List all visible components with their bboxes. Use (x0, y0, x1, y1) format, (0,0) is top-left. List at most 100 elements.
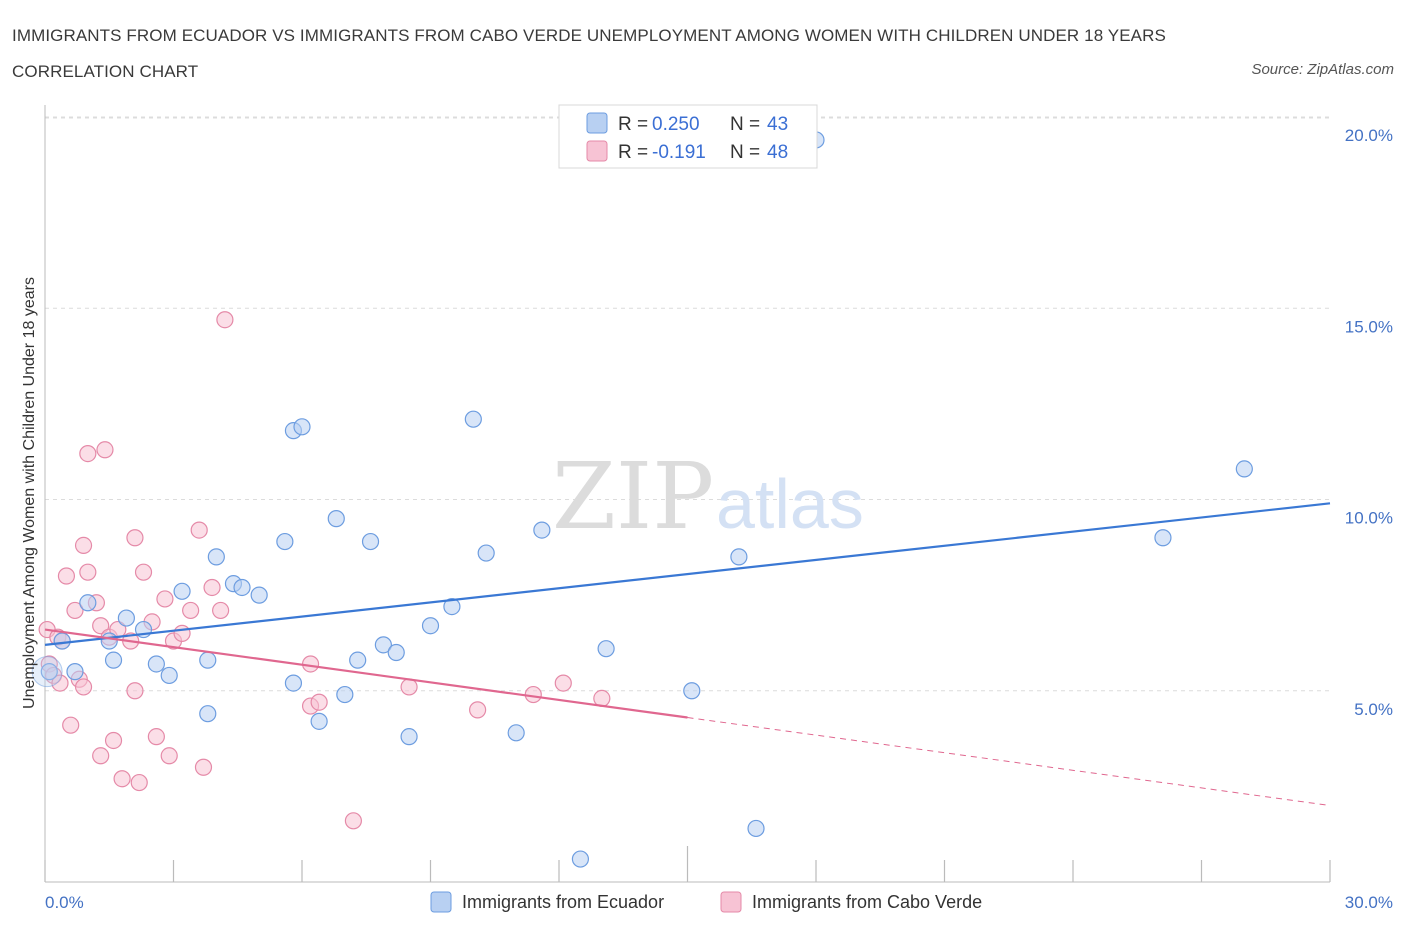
caboverde-point (126, 529, 144, 547)
ecuador-point (571, 850, 590, 868)
ecuador-point (100, 632, 118, 650)
caboverde-point (57, 567, 76, 585)
ecuador-point (477, 544, 495, 562)
caboverde-point (190, 521, 208, 539)
ecuador-point (66, 663, 84, 681)
ecuador-point (730, 548, 748, 566)
y-tick-label: 5.0% (1354, 700, 1393, 719)
ecuador-point (117, 609, 135, 627)
legend-top: R = 0.250 N = 43 R = -0.191 N = 48 (558, 104, 818, 169)
legend-ecuador-r-value: 0.250 (652, 114, 700, 135)
ecuador-point (336, 685, 354, 704)
y-tick-label: 20.0% (1345, 126, 1393, 145)
ecuador-point (533, 521, 551, 539)
caboverde-point (92, 747, 110, 765)
x-tick-label: 30.0% (1345, 893, 1393, 912)
caboverde-point (301, 655, 320, 673)
ecuador-point (747, 819, 765, 838)
legend-bottom-caboverde-swatch (720, 891, 742, 913)
ecuador-point (284, 674, 303, 692)
grid-lines (45, 116, 1330, 692)
caboverde-point (156, 590, 174, 608)
legend-ecuador-swatch (586, 112, 608, 134)
ecuador-point (387, 643, 405, 662)
caboverde-point (130, 773, 148, 792)
caboverde-point (74, 536, 93, 555)
ecuador-point (104, 651, 123, 669)
caboverde-point (173, 624, 191, 642)
caboverde-point (203, 578, 221, 597)
ecuador-point (443, 597, 461, 616)
caboverde-point (79, 563, 97, 581)
caboverde-point (160, 747, 178, 765)
legend-caboverde-n-label: N = (730, 142, 760, 163)
ecuador-point (421, 617, 440, 635)
tick-labels: 5.0% 10.0% 15.0% 20.0% 0.0% 30.0% (45, 126, 1393, 912)
caboverde-point (113, 770, 131, 788)
ecuador-point (207, 548, 225, 566)
legend-caboverde-r-label: R = (618, 142, 648, 163)
axes (44, 105, 1331, 883)
chart-title: IMMIGRANTS FROM ECUADOR VS IMMIGRANTS FR… (12, 26, 1166, 81)
caboverde-point (51, 674, 69, 692)
ecuador-point (683, 682, 701, 700)
ecuador-point (1154, 529, 1172, 547)
trend-lines (44, 502, 1331, 806)
caboverde-trend-line (44, 628, 688, 719)
ecuador-point (327, 510, 345, 528)
caboverde-point (62, 716, 80, 734)
caboverde-point (216, 311, 234, 329)
caboverde-point (74, 678, 93, 696)
caboverde-point (469, 701, 487, 719)
caboverde-point (147, 728, 165, 746)
series-ecuador-points (31, 131, 1253, 868)
watermark-zip: ZIP (552, 443, 714, 550)
caboverde-point (182, 601, 200, 620)
caboverde-point (104, 731, 123, 750)
caboverde-point (400, 678, 418, 696)
ecuador-point-cluster (31, 656, 63, 688)
ecuador-point (147, 655, 165, 673)
ecuador-point (374, 636, 392, 654)
y-axis-title: Unemployment Among Women with Children U… (21, 277, 38, 709)
source-label: Source: ZipAtlas.com (1251, 61, 1394, 78)
ecuador-point (199, 705, 217, 723)
ecuador-point (293, 418, 311, 436)
caboverde-point (96, 441, 114, 459)
ecuador-point (233, 578, 251, 597)
legend-caboverde-swatch (586, 140, 608, 162)
ecuador-trend-line (44, 502, 1331, 646)
ecuador-point (1235, 460, 1253, 478)
ecuador-point (361, 532, 380, 551)
caboverde-point (126, 682, 144, 700)
ecuador-point (40, 663, 58, 681)
caboverde-point (79, 445, 97, 463)
caboverde-point (194, 758, 213, 776)
ecuador-point (173, 582, 191, 600)
caboverde-point (310, 693, 328, 711)
y-tick-label: 15.0% (1345, 317, 1393, 336)
caboverde-point (134, 563, 153, 581)
legend-bottom-ecuador-label: Immigrants from Ecuador (462, 892, 664, 912)
caboverde-point (344, 812, 362, 830)
watermark-atlas: atlas (716, 465, 864, 543)
ecuador-point (507, 724, 525, 742)
legend-bottom: Immigrants from Ecuador Immigrants from … (430, 891, 982, 913)
caboverde-point (554, 674, 572, 692)
ecuador-point (400, 728, 418, 746)
ecuador-point (53, 632, 71, 650)
ecuador-point (276, 532, 294, 551)
ecuador-point (310, 712, 328, 730)
ecuador-point (199, 651, 217, 669)
series-caboverde-points (38, 311, 611, 830)
ecuador-point (349, 651, 367, 669)
legend-bottom-caboverde-label: Immigrants from Cabo Verde (752, 892, 982, 912)
legend-ecuador-r-label: R = (618, 114, 648, 135)
ecuador-point (250, 586, 268, 604)
caboverde-point (66, 601, 84, 620)
watermark: ZIP atlas (552, 443, 864, 550)
ecuador-point (597, 640, 615, 658)
legend-ecuador-n-value: 43 (767, 114, 788, 135)
legend-bottom-ecuador-swatch (430, 891, 452, 913)
